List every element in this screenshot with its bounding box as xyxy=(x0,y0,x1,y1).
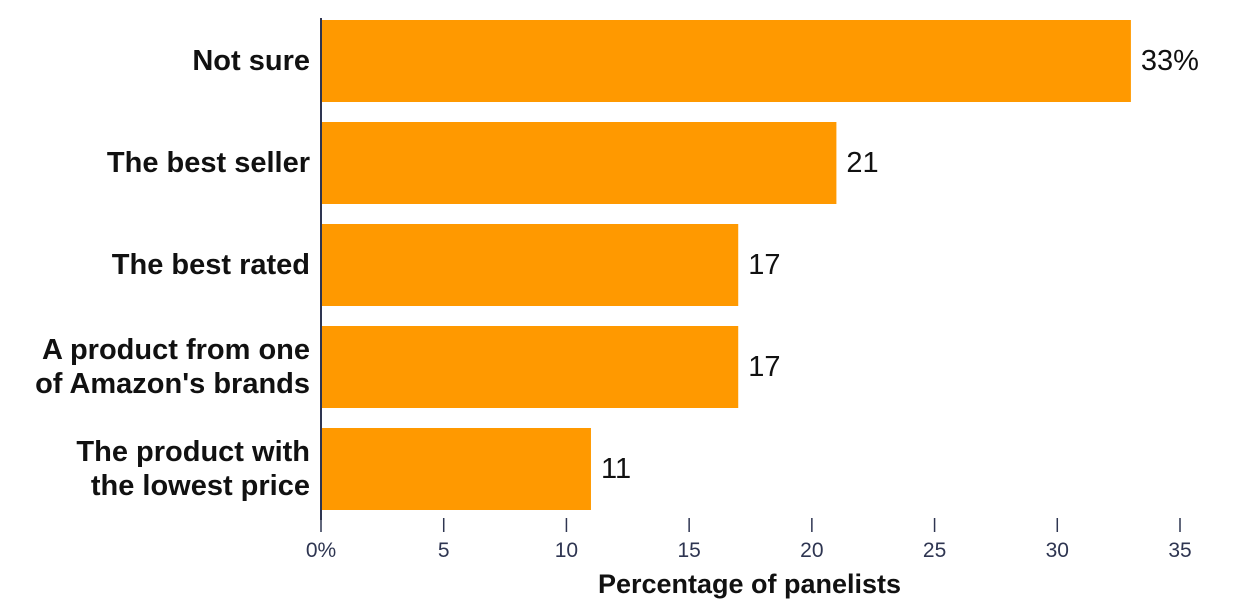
x-tick-label: 10 xyxy=(555,539,578,562)
category-label: Not sure xyxy=(192,45,310,77)
x-tick-label: 25 xyxy=(923,539,946,562)
x-axis-title: Percentage of panelists xyxy=(598,569,901,599)
category-labels: Not sure The best seller The best rated A p… xyxy=(35,45,310,502)
category-label: The best rated xyxy=(112,249,310,281)
x-tick-label: 30 xyxy=(1046,539,1069,562)
data-labels: 33% 21 17 17 11 xyxy=(601,45,1199,485)
x-tick-label: 35 xyxy=(1168,539,1191,562)
data-label: 17 xyxy=(748,249,780,281)
x-axis-ticks: 0% 5 10 15 20 25 30 35 xyxy=(306,518,1192,562)
bar xyxy=(321,122,837,204)
data-label: 17 xyxy=(748,351,780,383)
data-label: 11 xyxy=(601,453,631,485)
bar xyxy=(321,20,1131,102)
bar xyxy=(321,224,739,306)
x-tick-label: 15 xyxy=(677,539,700,562)
data-label: 33% xyxy=(1141,45,1199,77)
bar xyxy=(321,428,591,510)
bar xyxy=(321,326,739,408)
category-label: A product from one of Amazon's brands xyxy=(35,334,310,400)
x-tick-label: 0% xyxy=(306,539,336,562)
category-label: The product with the lowest price xyxy=(76,436,310,502)
x-tick-label: 5 xyxy=(438,539,450,562)
data-label: 21 xyxy=(846,147,878,179)
bars xyxy=(321,20,1131,510)
category-label: The best seller xyxy=(107,147,310,179)
x-tick-label: 20 xyxy=(800,539,823,562)
